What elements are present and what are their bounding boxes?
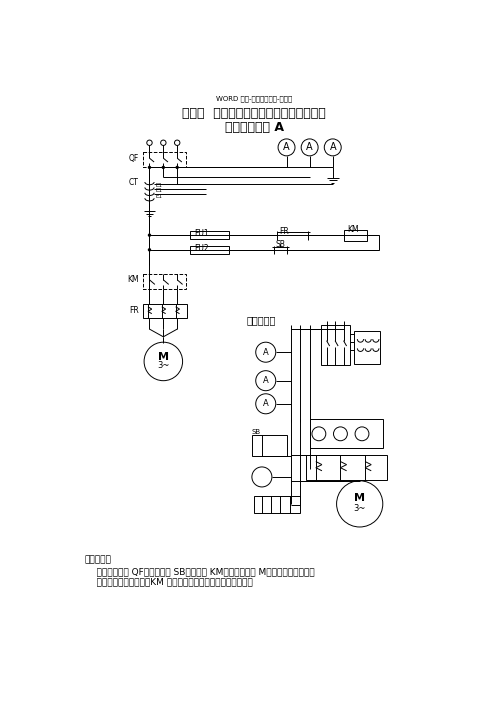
Text: FR: FR: [279, 227, 289, 236]
Bar: [190, 232, 229, 239]
Text: 3~: 3~: [157, 361, 170, 370]
Text: M: M: [354, 493, 365, 503]
Text: A: A: [263, 347, 269, 357]
Circle shape: [148, 166, 151, 169]
Bar: [190, 246, 229, 253]
Text: 接线示意图: 接线示意图: [247, 315, 276, 325]
Text: CT: CT: [129, 178, 139, 187]
Bar: [310, 419, 383, 449]
Bar: [254, 496, 301, 513]
Bar: [142, 304, 187, 317]
Bar: [344, 230, 368, 241]
Bar: [321, 325, 351, 365]
Text: FU2: FU2: [194, 244, 209, 253]
Bar: [142, 152, 186, 167]
Text: FU1: FU1: [194, 229, 209, 238]
Circle shape: [148, 234, 151, 237]
Text: KM: KM: [347, 225, 359, 234]
Text: 合上空气开关 QF，按动按扭 SB，接触器 KM吸合，电动机 M转动，电流表有三相: 合上空气开关 QF，按动按扭 SB，接触器 KM吸合，电动机 M转动，电流表有三…: [85, 567, 314, 576]
Bar: [142, 274, 186, 289]
Text: FR: FR: [129, 306, 139, 315]
Circle shape: [148, 248, 151, 251]
Bar: [354, 331, 380, 364]
Text: A: A: [307, 143, 313, 152]
Text: A: A: [283, 143, 290, 152]
Circle shape: [176, 166, 179, 169]
Text: 模块五  深圳市电工安全技术实训项目汇编: 模块五 深圳市电工安全技术实训项目汇编: [183, 107, 326, 120]
Text: QF: QF: [128, 154, 139, 163]
Text: A: A: [263, 376, 269, 385]
Text: A: A: [263, 399, 269, 409]
Bar: [306, 456, 387, 480]
Text: E1: E1: [156, 194, 163, 199]
Text: 3~: 3~: [354, 504, 366, 513]
Text: E1: E1: [156, 188, 163, 193]
Text: 电工安全技术 A: 电工安全技术 A: [225, 121, 284, 134]
Text: WORD 格式-专业学习资料-可编辑: WORD 格式-专业学习资料-可编辑: [216, 95, 292, 102]
Text: KM: KM: [127, 275, 139, 284]
Circle shape: [162, 166, 165, 169]
Text: A: A: [329, 143, 336, 152]
Text: E1: E1: [156, 183, 163, 188]
Text: M: M: [158, 352, 169, 362]
Text: 工作原理：: 工作原理：: [85, 555, 112, 564]
Text: 电流指示。松开按扭，KM 释放，电动机停止。此电路为点动。: 电流指示。松开按扭，KM 释放，电动机停止。此电路为点动。: [85, 578, 252, 587]
Text: SB: SB: [252, 429, 261, 435]
Text: SB: SB: [276, 240, 286, 249]
Bar: [252, 435, 287, 456]
